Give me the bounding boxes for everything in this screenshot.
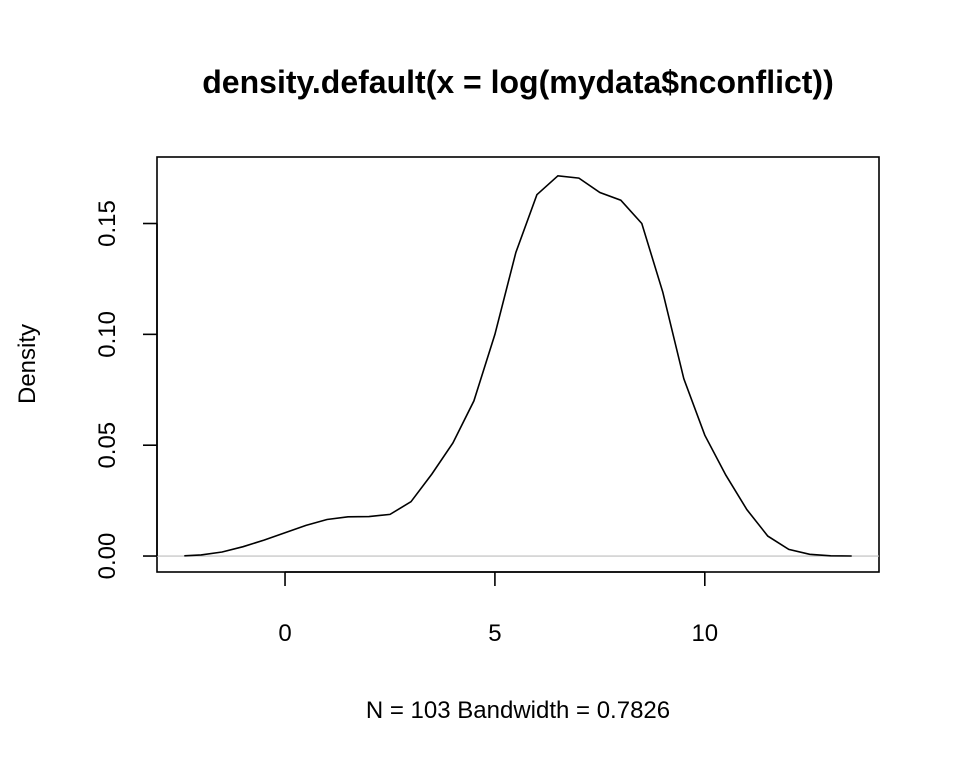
density-curve: [184, 174, 852, 557]
y-axis: 0.00 0.05 0.10 0.15: [94, 200, 158, 580]
y-tick-label: 0.00: [94, 533, 121, 580]
x-axis-label: N = 103 Bandwidth = 0.7826: [366, 697, 670, 724]
plot-frame: [156, 156, 880, 573]
y-axis-label: Density: [14, 324, 41, 404]
x-tick-label: 10: [691, 620, 718, 647]
chart-title: density.default(x = log(mydata$nconflict…: [202, 64, 833, 100]
y-tick-label: 0.05: [94, 422, 121, 469]
x-axis: 0 5 10: [278, 571, 718, 647]
x-tick-label: 0: [278, 620, 291, 647]
x-tick-label: 5: [488, 620, 501, 647]
y-tick-label: 0.10: [94, 311, 121, 358]
y-tick-label: 0.15: [94, 200, 121, 247]
